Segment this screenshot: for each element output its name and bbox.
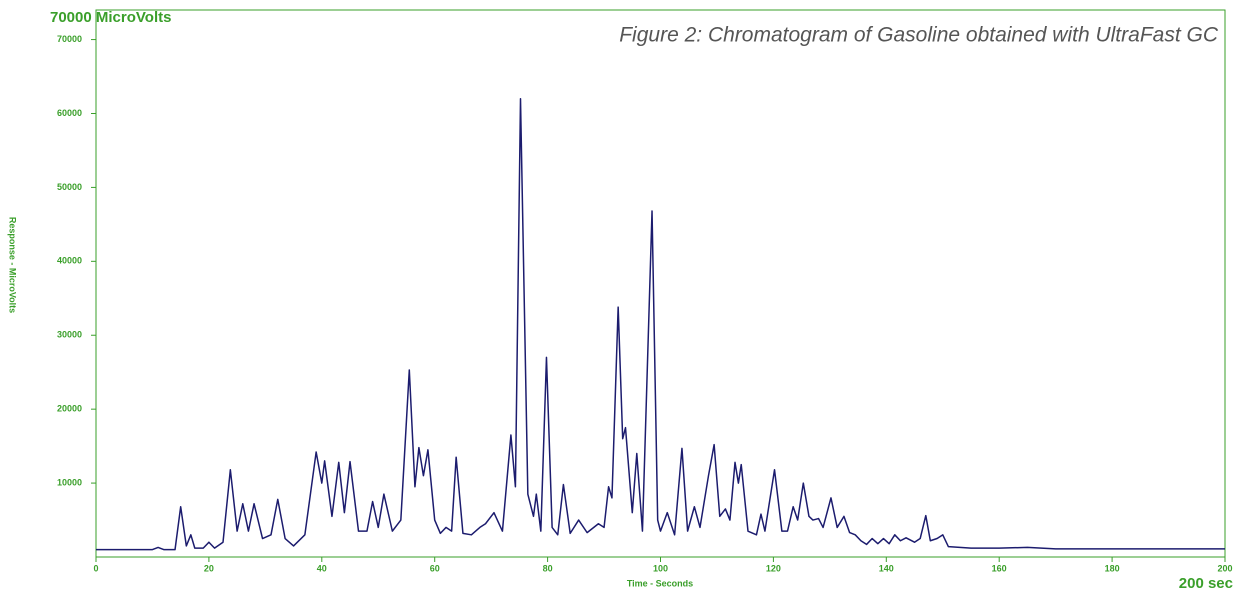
chart-title: Figure 2: Chromatogram of Gasoline obtai… [619,24,1219,47]
y-tick-label: 60000 [57,108,82,118]
plot-frame [95,9,1226,558]
y-axis-label: Response - MicroVolts [8,217,18,313]
y-tick-label: 20000 [57,404,82,414]
x-tick-label: 120 [766,563,781,573]
y-tick-label: 50000 [57,182,82,192]
x-tick-label: 140 [879,563,894,573]
x-max-label: 200 sec [1179,575,1233,592]
x-tick-label: 60 [430,563,440,573]
y-tick-label: 70000 [57,34,82,44]
x-tick-label: 100 [653,563,668,573]
signal-line [96,97,1225,551]
x-tick-label: 20 [204,563,214,573]
y-tick-label: 30000 [57,330,82,340]
x-tick-label: 200 [1217,563,1232,573]
x-tick-label: 40 [317,563,327,573]
x-tick-label: 80 [543,563,553,573]
x-axis-label: Time - Seconds [627,578,693,588]
y-tick-label: 40000 [57,256,82,266]
x-tick-label: 0 [93,563,98,573]
y-max-label: 70000 MicroVolts [50,9,171,26]
y-tick-label: 10000 [57,477,82,487]
x-tick-label: 180 [1105,563,1120,573]
x-tick-label: 160 [992,563,1007,573]
